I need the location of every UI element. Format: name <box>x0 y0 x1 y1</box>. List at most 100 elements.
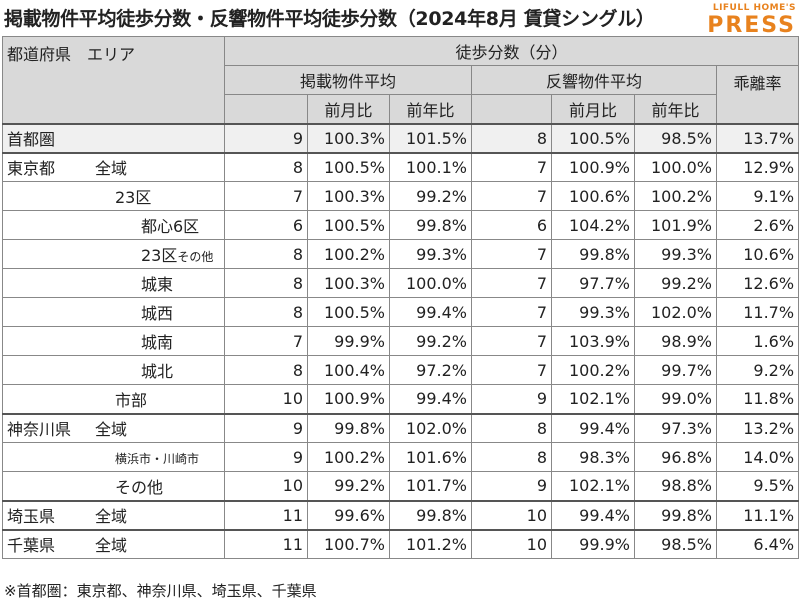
response-avg-cell: 10 <box>471 528 552 559</box>
response-avg-cell: 8 <box>471 122 552 153</box>
listed-yoy-cell: 101.2% <box>389 528 472 559</box>
area-label: 全域 <box>95 420 128 440</box>
gap-rate-cell: 14.0% <box>715 442 800 472</box>
area-label: 城東 <box>141 275 174 294</box>
gap-rate-cell: 6.4% <box>715 528 800 559</box>
table-row: 首都圏 9 100.3% 101.5% 8 100.5% 98.5% 13.7% <box>2 122 800 153</box>
listed-yoy-cell: 101.5% <box>389 122 472 153</box>
listed-yoy-cell: 101.6% <box>389 442 472 472</box>
response-mom-cell: 100.5% <box>551 122 635 153</box>
response-mom-cell: 99.3% <box>551 297 635 327</box>
response-mom-cell: 99.4% <box>551 499 635 530</box>
gap-rate-cell: 1.6% <box>715 326 800 356</box>
response-yoy-cell: 98.5% <box>634 122 717 153</box>
pref-label: 千葉県 <box>7 536 56 556</box>
area-cell: 城北 <box>2 355 225 385</box>
response-avg-cell: 7 <box>471 239 552 269</box>
response-yoy-cell: 100.0% <box>634 151 717 182</box>
area-cell: 城東 <box>2 268 225 298</box>
table-body: 首都圏 9 100.3% 101.5% 8 100.5% 98.5% 13.7% 東京都 全域 8 1… <box>2 122 800 559</box>
response-avg-cell: 6 <box>471 210 552 240</box>
listed-avg-cell: 7 <box>224 326 308 356</box>
listed-yoy-cell: 99.4% <box>389 297 472 327</box>
response-yoy-cell: 101.9% <box>634 210 717 240</box>
header-listed-blank <box>224 94 308 124</box>
listed-mom-cell: 100.2% <box>307 442 390 472</box>
response-avg-cell: 10 <box>471 499 552 530</box>
area-cell: 横浜市・川崎市 <box>2 442 225 472</box>
gap-rate-cell: 2.6% <box>715 210 800 240</box>
area-label-styled: 23区その他 <box>141 246 214 265</box>
walk-minutes-table: 都道府県 エリア 徒歩分数（分） 掲載物件平均 反響物件平均 乖離率 前月比 前… <box>2 36 800 559</box>
listed-avg-cell: 11 <box>224 499 308 530</box>
header-listed-yoy: 前年比 <box>389 94 472 124</box>
listed-yoy-cell: 99.8% <box>389 499 472 530</box>
response-mom-cell: 100.2% <box>551 355 635 385</box>
gap-rate-cell: 12.6% <box>715 268 800 298</box>
area-label: 全域 <box>95 159 128 179</box>
logo-line1: LIFULL HOME'S <box>712 3 796 13</box>
table-row: 23区 7 100.3% 99.2% 7 100.6% 100.2% 9.1% <box>2 181 800 211</box>
response-yoy-cell: 99.0% <box>634 384 717 414</box>
listed-yoy-cell: 101.7% <box>389 471 472 501</box>
response-avg-cell: 7 <box>471 297 552 327</box>
table-row: 市部 10 100.9% 99.4% 9 102.1% 99.0% 11.8% <box>2 384 800 414</box>
listed-mom-cell: 99.2% <box>307 471 390 501</box>
listed-yoy-cell: 99.2% <box>389 181 472 211</box>
area-cell: 埼玉県 全域 <box>2 499 225 530</box>
response-yoy-cell: 98.9% <box>634 326 717 356</box>
response-avg-cell: 9 <box>471 471 552 501</box>
area-cell: 城西 <box>2 297 225 327</box>
table-row: 城西 8 100.5% 99.4% 7 99.3% 102.0% 11.7% <box>2 297 800 327</box>
gap-rate-cell: 12.9% <box>715 151 800 182</box>
listed-yoy-cell: 99.8% <box>389 210 472 240</box>
response-mom-cell: 100.9% <box>551 151 635 182</box>
area-cell: その他 <box>2 471 225 501</box>
gap-rate-cell: 10.6% <box>715 239 800 269</box>
listed-avg-cell: 6 <box>224 210 308 240</box>
listed-avg-cell: 9 <box>224 442 308 472</box>
area-label: 城北 <box>141 362 174 381</box>
response-avg-cell: 7 <box>471 181 552 211</box>
header-response-blank <box>471 94 552 124</box>
listed-mom-cell: 99.6% <box>307 499 390 530</box>
listed-mom-cell: 100.5% <box>307 297 390 327</box>
table-row: 城北 8 100.4% 97.2% 7 100.2% 99.7% 9.2% <box>2 355 800 385</box>
response-mom-cell: 99.4% <box>551 412 635 443</box>
pref-label: 神奈川県 <box>7 420 72 440</box>
area-label: 全域 <box>95 536 128 556</box>
response-yoy-cell: 99.7% <box>634 355 717 385</box>
area-cell: 市部 <box>2 384 225 414</box>
table-row: 23区その他 8 100.2% 99.3% 7 99.8% 99.3% 10.6% <box>2 239 800 269</box>
listed-mom-cell: 100.4% <box>307 355 390 385</box>
listed-mom-cell: 100.3% <box>307 268 390 298</box>
gap-rate-cell: 9.1% <box>715 181 800 211</box>
listed-avg-cell: 11 <box>224 528 308 559</box>
area-cell: 23区その他 <box>2 239 225 269</box>
header-response: 反響物件平均 <box>471 65 717 95</box>
listed-mom-cell: 99.9% <box>307 326 390 356</box>
header-listed: 掲載物件平均 <box>224 65 472 95</box>
listed-yoy-cell: 97.2% <box>389 355 472 385</box>
listed-yoy-cell: 99.3% <box>389 239 472 269</box>
gap-rate-cell: 9.2% <box>715 355 800 385</box>
response-yoy-cell: 99.8% <box>634 499 717 530</box>
gap-rate-cell: 11.7% <box>715 297 800 327</box>
listed-mom-cell: 100.3% <box>307 122 390 153</box>
listed-yoy-cell: 102.0% <box>389 412 472 443</box>
listed-avg-cell: 7 <box>224 181 308 211</box>
response-mom-cell: 102.1% <box>551 471 635 501</box>
listed-avg-cell: 10 <box>224 471 308 501</box>
listed-mom-cell: 100.5% <box>307 210 390 240</box>
gap-rate-cell: 13.2% <box>715 412 800 443</box>
listed-avg-cell: 8 <box>224 297 308 327</box>
listed-mom-cell: 100.7% <box>307 528 390 559</box>
area-label: 城南 <box>141 333 174 352</box>
table-row: 東京都 全域 8 100.5% 100.1% 7 100.9% 100.0% 12.9% <box>2 151 800 182</box>
area-cell: 首都圏 <box>2 122 225 153</box>
listed-avg-cell: 9 <box>224 412 308 443</box>
listed-yoy-cell: 99.4% <box>389 384 472 414</box>
area-label: その他 <box>115 477 164 497</box>
table-row: 神奈川県 全域 9 99.8% 102.0% 8 99.4% 97.3% 13.2% <box>2 412 800 443</box>
gap-rate-cell: 13.7% <box>715 122 800 153</box>
